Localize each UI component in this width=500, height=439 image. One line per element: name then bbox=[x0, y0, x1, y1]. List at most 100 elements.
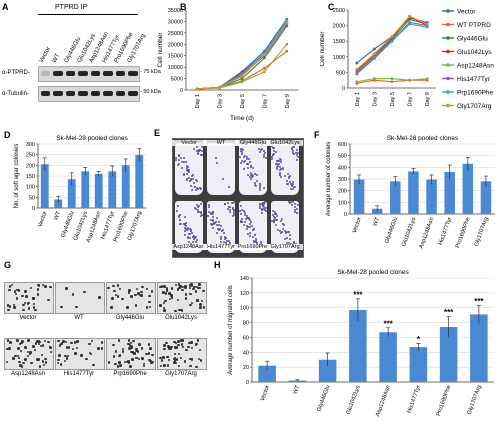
chart-title: Sk-Mel-28 pooled clones bbox=[337, 269, 409, 276]
bar bbox=[81, 171, 90, 208]
x-tick-label: Gly1707Arg bbox=[127, 211, 143, 242]
plate-label: Asp1248Asn bbox=[171, 244, 207, 250]
y-tick-label: 600 bbox=[338, 142, 347, 148]
blot-band bbox=[65, 91, 75, 96]
x-tick-label: Day 9 bbox=[425, 92, 431, 106]
legend-marker bbox=[446, 22, 450, 27]
bar bbox=[108, 171, 117, 208]
bar bbox=[135, 155, 144, 208]
data-point bbox=[355, 61, 359, 65]
legend-label: Vector bbox=[457, 9, 476, 16]
panel-letter: G bbox=[4, 260, 12, 270]
y-tick-label: 120 bbox=[240, 291, 249, 297]
significance-stars: *** bbox=[383, 319, 393, 328]
blot-band bbox=[78, 71, 88, 76]
photo-label: Glu1042Lys bbox=[165, 315, 197, 321]
blot-band bbox=[115, 71, 125, 76]
y-tick-label: 2000 bbox=[333, 24, 345, 30]
bar bbox=[258, 365, 276, 382]
panel-e: E Vector WT Gly446Glu Glu1042Lys Asp1248Asn H… bbox=[150, 128, 310, 258]
photo-label: His1477Tyr bbox=[63, 371, 95, 377]
lane-label: Vector bbox=[38, 46, 53, 64]
panel-d: D Sk-Mel-28 pooled clones 0 50 100 150 200 250… bbox=[0, 128, 150, 258]
y-tick-label: 400 bbox=[338, 165, 347, 171]
x-tick-label: WT bbox=[53, 210, 62, 221]
x-tick-label: Vector bbox=[352, 217, 363, 235]
photo-label: Asp1248Asn bbox=[10, 371, 46, 377]
migration-photo bbox=[106, 282, 156, 314]
blot-band bbox=[103, 91, 113, 96]
x-tick-label: Glu1042Lys bbox=[346, 385, 362, 416]
x-tick-label: Vector bbox=[37, 211, 48, 229]
migration-chart: Sk-Mel-28 pooled clones 0 20 40 60 80 100 120 14… bbox=[228, 269, 494, 418]
data-point bbox=[373, 77, 376, 81]
x-tick-label: WT bbox=[293, 384, 302, 395]
soft-agar-chart: Sk-Mel-28 pooled clones 0 50 100 150 200 250 30… bbox=[14, 135, 146, 244]
y-tick-label: 200 bbox=[338, 189, 347, 195]
legend-marker bbox=[446, 9, 450, 13]
panel-h: H Sk-Mel-28 pooled clones 0 20 40 60 80 100 120… bbox=[210, 258, 500, 434]
data-point bbox=[390, 39, 394, 43]
y-tick-label: 80 bbox=[243, 321, 249, 327]
x-tick-label: WT bbox=[372, 216, 381, 227]
data-point bbox=[263, 53, 266, 56]
legend-label: Asp1248Asn bbox=[457, 63, 494, 70]
y-tick-label: 500 bbox=[336, 70, 345, 76]
y-tick-label: 300 bbox=[26, 142, 35, 148]
legend-label: WT PTPRD bbox=[457, 22, 491, 29]
bar bbox=[390, 181, 401, 214]
legend-label: Gly1707Arg bbox=[457, 103, 492, 110]
x-tick-label: Day 3 bbox=[372, 92, 378, 106]
x-tick-label: Day 5 bbox=[240, 94, 246, 108]
x-tick-label: Gly446Glu bbox=[316, 385, 331, 413]
data-point bbox=[425, 77, 429, 81]
data-point bbox=[355, 67, 359, 71]
bar bbox=[67, 179, 76, 208]
x-tick-label: Gly446Glu bbox=[384, 217, 399, 245]
legend-marker bbox=[446, 49, 450, 54]
blot-band bbox=[90, 91, 100, 96]
bar bbox=[462, 163, 474, 214]
blot-band bbox=[53, 71, 63, 76]
blot-band bbox=[128, 71, 138, 76]
legend-marker bbox=[446, 103, 450, 108]
plate-label: WT bbox=[203, 140, 239, 146]
data-point bbox=[390, 77, 394, 81]
blot-band bbox=[90, 71, 100, 76]
plate-photo: Vector WT Gly446Glu Glu1042Lys Asp1248Asn His… bbox=[171, 138, 304, 258]
y-tick-label: 2500 bbox=[333, 8, 345, 14]
data-point bbox=[425, 22, 429, 26]
photo-label: WT bbox=[74, 315, 84, 321]
data-point bbox=[240, 80, 244, 84]
blot-row-ptprd-label: α-PTPRD- bbox=[2, 70, 30, 76]
bar bbox=[353, 179, 365, 214]
migration-photo bbox=[106, 338, 156, 370]
panel-a: A PTPRD IP Vector WT Gly446Glu Glu1042Lys As… bbox=[0, 0, 161, 110]
y-tick-label: 5000 bbox=[171, 77, 183, 83]
chart-title: Sk-Mel-28 pooled clones bbox=[387, 135, 459, 142]
bar bbox=[349, 309, 367, 382]
x-tick-label: Gly446Glu bbox=[61, 211, 76, 239]
migration-photo bbox=[157, 338, 207, 370]
x-tick-label: Pro1690Phe bbox=[455, 217, 472, 249]
data-point bbox=[373, 47, 376, 51]
y-tick-label: 140 bbox=[240, 276, 249, 282]
plate-label: Gly1707Arg bbox=[267, 244, 303, 250]
blot-tubulin bbox=[38, 86, 140, 102]
plate-label: Gly446Glu bbox=[235, 140, 271, 146]
bar bbox=[444, 172, 455, 214]
x-tick-label: Asp1248Asn bbox=[419, 217, 436, 250]
panel-f: F Sk-Mel-28 pooled clones 0 100 200 300 400 50… bbox=[310, 128, 500, 258]
y-tick-label: 30000 bbox=[168, 19, 183, 25]
growth-chart-b: 0 5000 10000 15000 20000 25000 30000 35000 Day 1… bbox=[157, 8, 298, 122]
data-point bbox=[355, 80, 359, 84]
data-point bbox=[373, 55, 376, 59]
data-point bbox=[263, 56, 266, 60]
y-tick-label: 500 bbox=[338, 154, 347, 160]
x-tick-label: Asp1248Asn bbox=[375, 385, 392, 418]
bar bbox=[470, 314, 488, 382]
x-tick-label: Day 9 bbox=[285, 94, 291, 108]
bar bbox=[408, 171, 419, 214]
data-point bbox=[240, 77, 244, 80]
x-tick-label: Day 5 bbox=[390, 92, 396, 106]
